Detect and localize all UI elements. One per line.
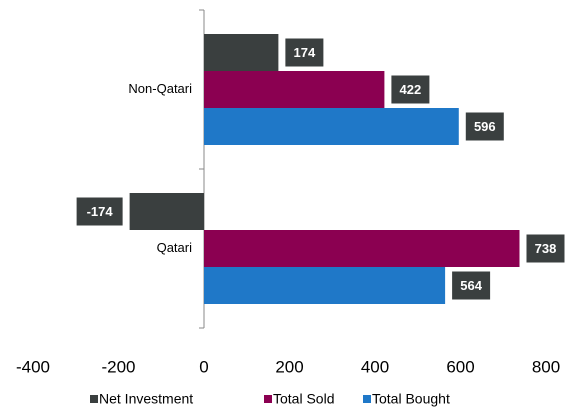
x-tick-label: 200 [275, 357, 303, 376]
x-tick-label: 600 [446, 357, 474, 376]
bar [204, 34, 279, 71]
legend-swatch [264, 395, 272, 403]
legend-swatch [363, 395, 371, 403]
data-label: 564 [460, 278, 482, 293]
data-label: 174 [294, 45, 316, 60]
bar [204, 108, 459, 145]
data-label-box [76, 197, 123, 226]
x-tick-label: 800 [532, 357, 560, 376]
bar [129, 193, 204, 230]
x-tick-label: -200 [101, 357, 135, 376]
bar [204, 71, 385, 108]
data-label-box [452, 271, 491, 300]
data-label: 738 [535, 241, 557, 256]
bar [204, 230, 520, 267]
legend-swatch [90, 395, 98, 403]
category-label: Qatari [157, 240, 193, 255]
legend-label: Total Sold [273, 391, 334, 407]
data-label: 596 [474, 119, 496, 134]
x-tick-label: 400 [361, 357, 389, 376]
legend-label: Total Bought [372, 391, 450, 407]
data-label: -174 [87, 204, 114, 219]
x-tick-label: 0 [199, 357, 208, 376]
data-label-box [285, 38, 324, 67]
legend-label: Net Investment [99, 391, 193, 407]
x-tick-label: -400 [16, 357, 50, 376]
data-label-box [465, 112, 504, 141]
data-label-box [526, 234, 565, 263]
data-label: 422 [400, 82, 422, 97]
bar [204, 267, 446, 304]
category-label: Non-Qatari [128, 81, 192, 96]
data-label-box [391, 75, 430, 104]
